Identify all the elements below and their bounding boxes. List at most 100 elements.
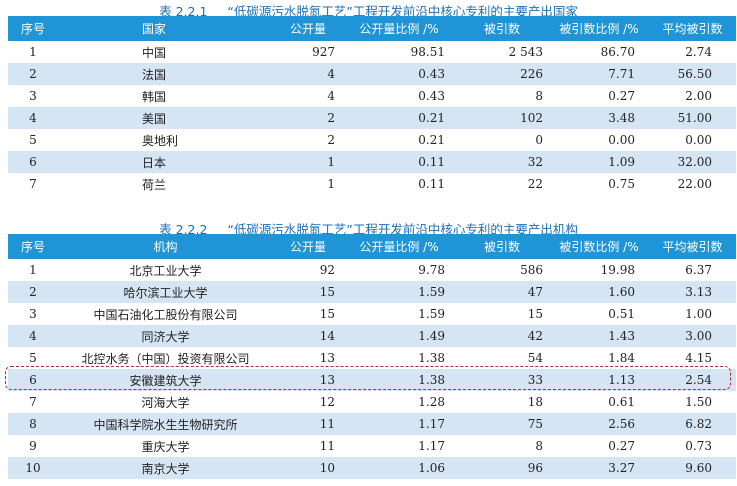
table-cell: 5	[29, 351, 37, 365]
table-cell: 1.13	[549, 369, 649, 391]
institutions-table: 序号 机构 公开量 公开量比例 /% 被引数 被引数比例 /% 平均被引数 1 北京工业大学 92…	[8, 234, 736, 479]
table-cell: 1.43	[549, 325, 649, 347]
table-cell: 0.11	[418, 177, 445, 191]
table-cell: 11	[273, 413, 343, 435]
table-cell: 15	[319, 307, 335, 321]
table-number: 表 2.2.1	[159, 4, 208, 19]
table-cell: 586	[520, 263, 543, 277]
table-cell: 0.11	[343, 151, 455, 173]
table-cell: 中国石油化工股份有限公司	[93, 307, 238, 322]
column-header: 国家	[58, 16, 273, 41]
table-cell: 6.37	[685, 263, 712, 277]
table-cell: 荷兰	[142, 177, 167, 192]
table2-title: 表 2.2.2 “低碳源污水脱氮工艺”工程开发前沿中核心专利的主要产出机构	[0, 219, 737, 238]
table-cell: 1.84	[608, 351, 635, 365]
table-cell: 4	[8, 325, 58, 347]
table-cell: 日本	[58, 151, 273, 173]
table-cell: 1	[327, 177, 335, 191]
table-cell: 河海大学	[141, 395, 190, 410]
table-cell: 0.21	[418, 133, 445, 147]
table-cell: 14	[273, 325, 343, 347]
table-cell: 75	[455, 413, 549, 435]
table-cell: 2	[8, 63, 58, 85]
table-cell: 0	[535, 133, 543, 147]
column-header: 被引数比例 /%	[549, 16, 649, 41]
table-cell: 5	[29, 133, 37, 147]
table-cell: 1	[29, 263, 37, 277]
table-cell: 11	[319, 439, 335, 453]
table-row: 7 荷兰 1 0.11 22 0.75 22.00	[8, 173, 736, 195]
table-cell: 1.00	[685, 307, 712, 321]
table-row: 8 中国科学院水生生物研究所 11 1.17 75 2.56 6.82	[8, 413, 736, 435]
table-cell: 7	[29, 177, 37, 191]
table-cell: 12	[319, 395, 335, 409]
table-cell: 98.51	[410, 45, 445, 59]
table-cell: 102	[455, 107, 549, 129]
table-cell: 4	[8, 107, 58, 129]
column-header: 公开量比例 /%	[343, 16, 455, 41]
table-cell: 0.00	[685, 133, 712, 147]
table-cell: 同济大学	[58, 325, 273, 347]
table-cell: 1.49	[343, 325, 455, 347]
table-row: 7 河海大学 12 1.28 18 0.61 1.50	[8, 391, 736, 413]
column-header: 序号	[8, 16, 58, 41]
table-cell: 6	[8, 151, 58, 173]
table-row: 5 北控水务（中国）投资有限公司 13 1.38 54 1.84 4.15	[8, 347, 736, 369]
table-cell: 2	[273, 107, 343, 129]
column-header: 被引数比例 /%	[549, 234, 649, 259]
table-cell: 54	[527, 351, 543, 365]
table-cell: 1.59	[418, 307, 445, 321]
table-cell: 4.15	[685, 351, 712, 365]
table-cell: 法国	[58, 63, 273, 85]
table-cell: 7	[29, 395, 37, 409]
table-cell: 1.60	[549, 281, 649, 303]
table-cell: 9.60	[649, 457, 736, 479]
column-header: 公开量	[273, 234, 343, 259]
table-cell: 1.17	[418, 439, 445, 453]
table-cell: 2.56	[549, 413, 649, 435]
countries-table: 序号 国家 公开量 公开量比例 /% 被引数 被引数比例 /% 平均被引数 1 中国 927 98.…	[8, 16, 736, 195]
table-row: 4 同济大学 14 1.49 42 1.43 3.00	[8, 325, 736, 347]
table-cell: 4	[273, 63, 343, 85]
table-cell: 1.06	[343, 457, 455, 479]
table-row: 10 南京大学 10 1.06 96 3.27 9.60	[8, 457, 736, 479]
table-cell: 8	[535, 89, 543, 103]
table-cell: 51.00	[649, 107, 736, 129]
table-row: 9 重庆大学 11 1.17 8 0.27 0.73	[8, 435, 736, 457]
table-cell: 15	[527, 307, 543, 321]
table-cell: 奥地利	[142, 133, 179, 148]
table-cell: 86.70	[600, 45, 635, 59]
table-cell: 3.13	[649, 281, 736, 303]
table-cell: 0.43	[343, 63, 455, 85]
table-cell: 2.74	[685, 45, 712, 59]
table-cell: 1.38	[418, 351, 445, 365]
table-cell: 1	[273, 151, 343, 173]
table-cell: 1.09	[549, 151, 649, 173]
table-row: 6 安徽建筑大学 13 1.38 33 1.13 2.54	[8, 369, 736, 391]
table-cell: 33	[455, 369, 549, 391]
table-cell: 0.21	[343, 107, 455, 129]
table1-title: 表 2.2.1 “低碳源污水脱氮工艺”工程开发前沿中核心专利的主要产出国家	[0, 1, 737, 20]
table-cell: 0.51	[608, 307, 635, 321]
table-row: 1 北京工业大学 92 9.78 586 19.98 6.37	[8, 259, 736, 281]
table-cell: 1.17	[343, 413, 455, 435]
table-cell: 15	[273, 281, 343, 303]
table-cell: 18	[527, 395, 543, 409]
table-cell: 2	[8, 281, 58, 303]
table-cell: 1.50	[685, 395, 712, 409]
table-cell: 8	[535, 439, 543, 453]
column-header: 序号	[8, 234, 58, 259]
table-cell: 0.61	[608, 395, 635, 409]
highlight-box	[5, 366, 731, 390]
table-cell: 96	[455, 457, 549, 479]
table-cell: 0.27	[608, 439, 635, 453]
table-cell: 13	[319, 351, 335, 365]
table-cell: 重庆大学	[141, 439, 190, 454]
table-cell: 3	[29, 307, 37, 321]
table-cell: 22	[527, 177, 543, 191]
table-row: 2 哈尔滨工业大学 15 1.59 47 1.60 3.13	[8, 281, 736, 303]
table-cell: 4	[327, 89, 335, 103]
column-header: 公开量比例 /%	[343, 234, 455, 259]
table-cell: 3.27	[549, 457, 649, 479]
table-cell: 南京大学	[58, 457, 273, 479]
